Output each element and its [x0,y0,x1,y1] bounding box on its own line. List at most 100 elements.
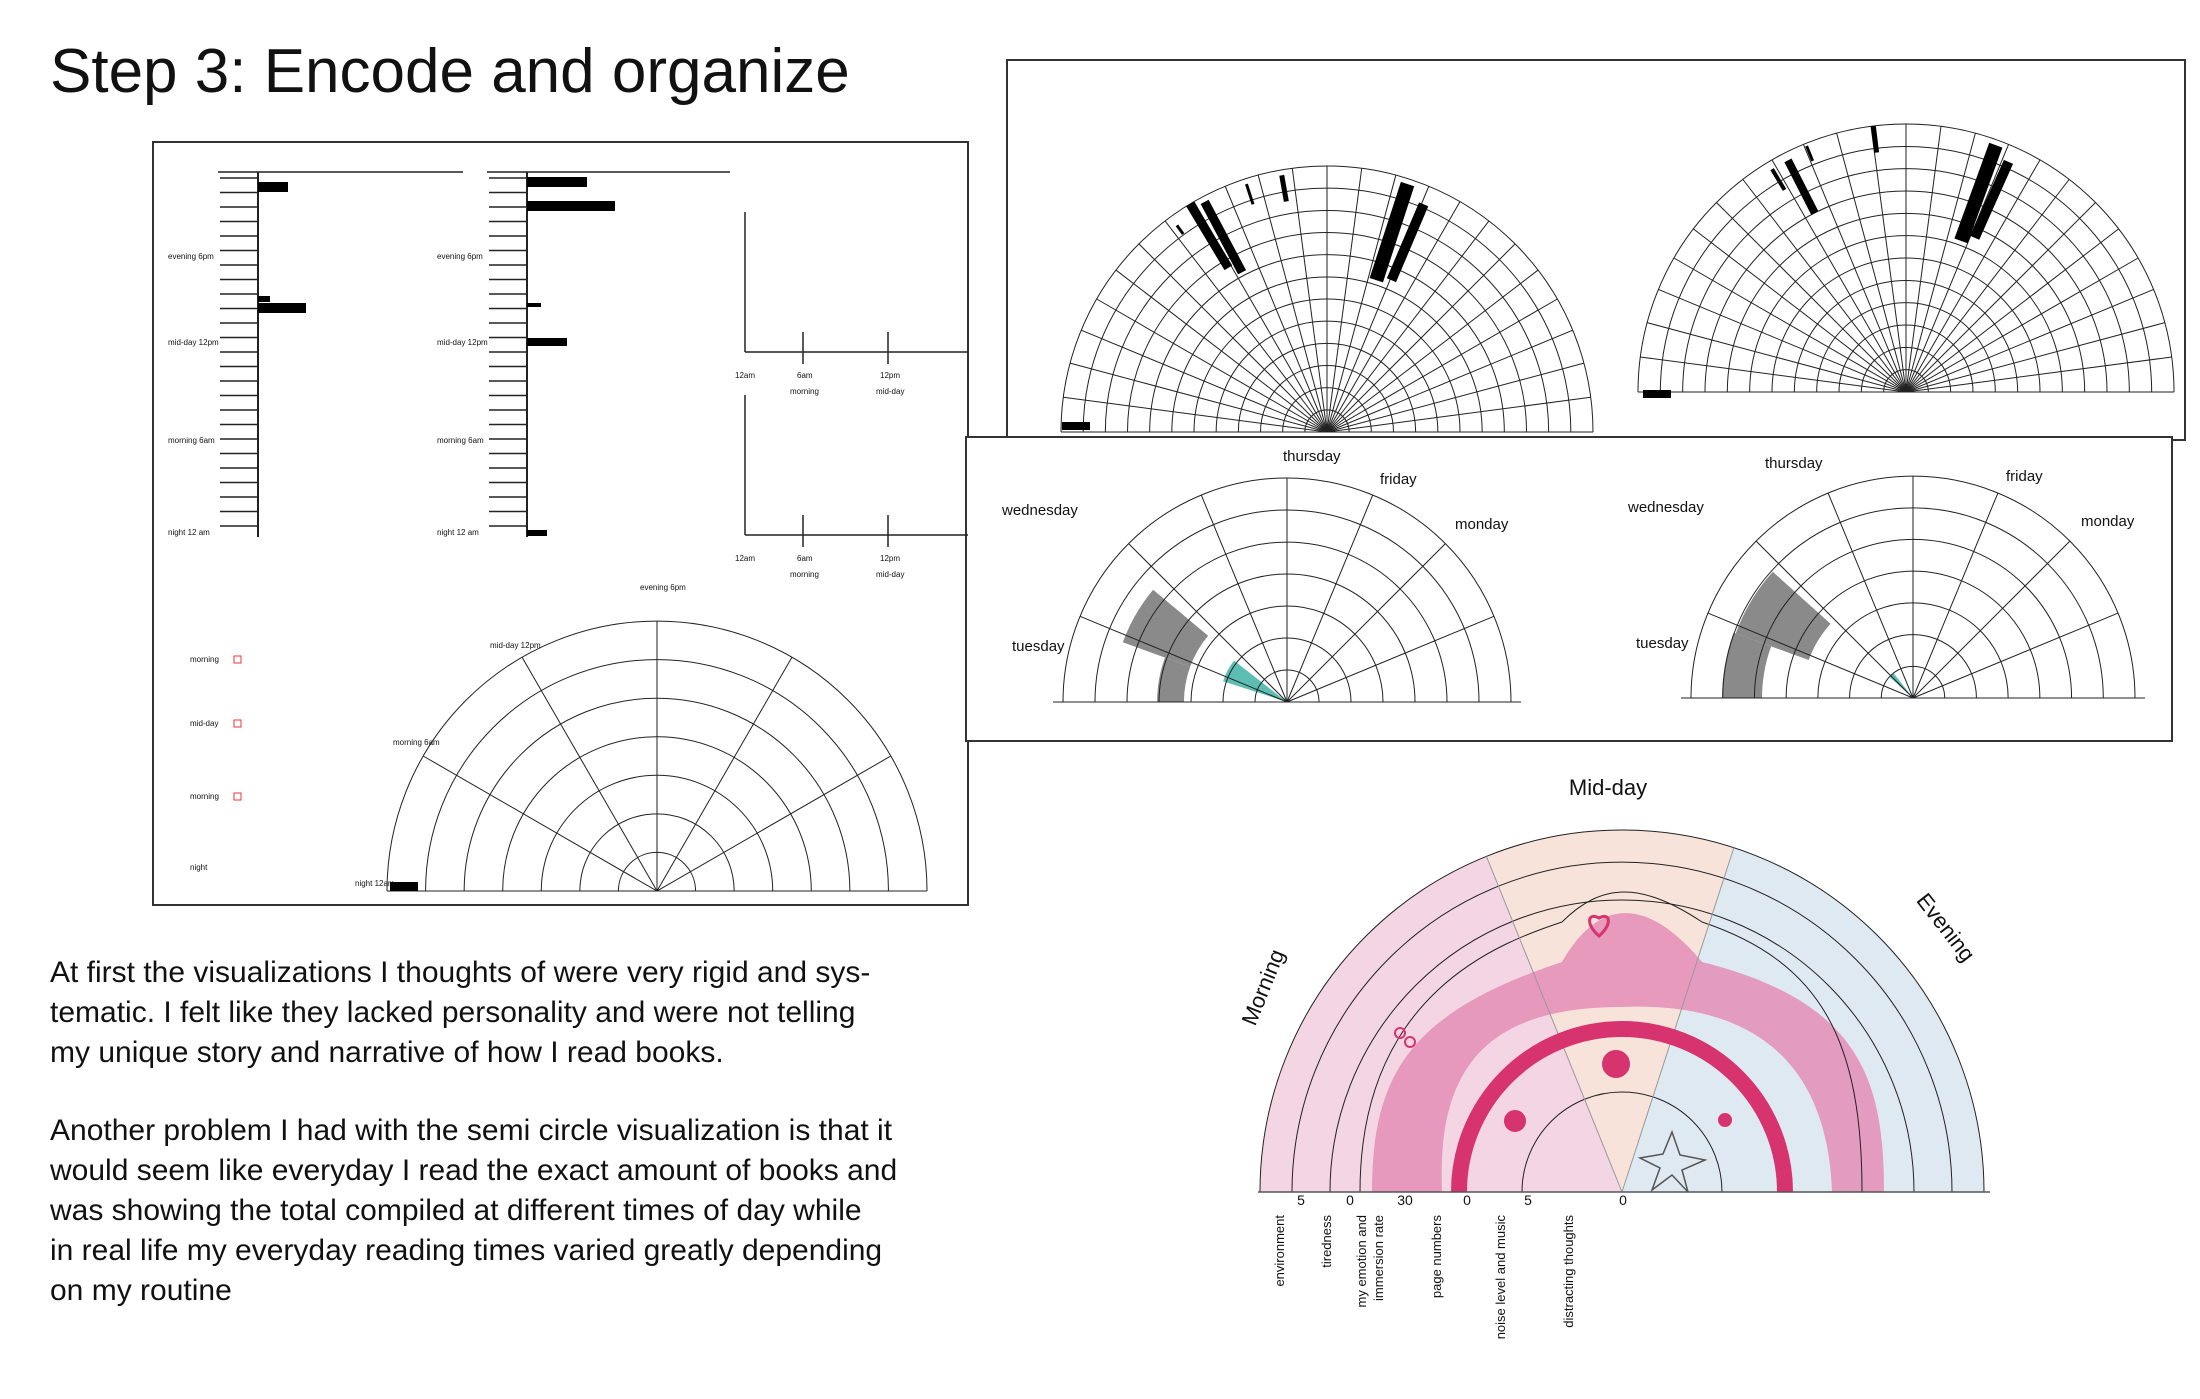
sketch-bar [1954,142,2003,244]
day-label: wednesday [1627,499,1704,516]
semicircles [1060,123,2175,433]
day-label: tuesday [1636,635,1689,652]
dot [1718,1113,1732,1127]
legend-box [233,792,242,801]
day-label: thursday [1765,455,1823,472]
spoke [1827,492,1914,699]
section-label: Evening [1912,888,1981,966]
final-sketch: Mid-day Morning Evening 5 0 30 0 5 0 environment t… [1237,775,1990,1339]
spoke [1079,615,1288,703]
spoke [1836,133,1907,393]
divider [1485,856,1623,1193]
sketch-bar [1770,168,1787,191]
spoke [1912,612,2119,699]
legend-box [233,655,242,664]
spoke [521,656,658,892]
sketch-bar [527,201,615,211]
thick-arc [1451,1021,1793,1193]
day-label: wednesday [1001,502,1078,519]
spoke [1647,322,1907,393]
spoke [1640,356,1907,393]
sketch-bar [258,303,306,313]
section-label: Morning [1237,946,1290,1029]
spoke [1707,612,1914,699]
legend-label: morning [190,792,219,801]
sketch-bar [527,177,587,187]
paragraph-line: tematic. I felt like they lacked persona… [50,996,855,1029]
sketch-bar [1386,202,1429,283]
spoke [1063,396,1328,433]
ring [1521,1091,1723,1193]
spoke [1326,396,1591,433]
spoke [1326,174,1397,433]
semicircle-label: night 12am [355,879,395,888]
sketch-bar [1369,181,1415,283]
time-label: mid-day 12pm [168,338,219,347]
section-label: Mid-day [1569,775,1647,800]
wave-line [1359,891,1863,1193]
spoke [1326,298,1558,433]
dot [1394,1027,1406,1039]
sketch-bar [1805,145,1815,162]
time-label: night 12 am [168,528,210,537]
scale-value: 0 [1346,1192,1354,1208]
spoke [1138,243,1328,433]
paragraph-line: on my routine [50,1274,232,1307]
spoke [1286,615,1495,703]
time-label: mid-day 12pm [437,338,488,347]
sketch-bar [527,303,541,307]
star [1637,1129,1708,1193]
sketch-wedge [1223,660,1287,702]
sketch-bar [258,296,270,302]
dot [1504,1110,1526,1132]
spoke [656,755,892,892]
axis-label: page numbers [1429,1215,1444,1299]
spoke [1326,269,1539,433]
spoke [1115,269,1328,433]
spoke [1771,159,1907,393]
sketch-bar [1970,159,2014,240]
axis-label: 12am [735,371,755,380]
sketch-wedge [1157,657,1191,702]
day-label: monday [1455,516,1509,533]
sketch-bar [1643,390,1671,398]
spoke [1905,144,2010,393]
sketch-bar [1245,183,1255,205]
sketch-panel-1 [152,141,969,906]
semicircle-label: mid-day 12pm [490,641,541,650]
dot [1602,1050,1630,1078]
legend-label: night [190,863,208,872]
semicircle-label: evening 6pm [640,583,686,592]
sketch-1: evening 6pm mid-day 12pm morning 6am night … [168,171,968,892]
sketch-bar [1784,158,1819,215]
spoke [1224,186,1328,433]
spoke [1658,288,1907,393]
spoke [1905,159,2041,393]
scale-value: 5 [1524,1192,1532,1208]
axis-label: mid-day [876,570,904,579]
spoke [1755,540,1914,699]
ring [1329,899,1915,1193]
spoke [1673,257,1907,393]
sketch-panel-2 [1006,59,2186,441]
paragraph-line: At first the visualizations I thoughts o… [50,956,870,989]
axis-label: morning [790,387,819,396]
spoke [1905,356,2172,393]
spoke [1326,243,1516,433]
spoke [1291,168,1328,433]
spoke [1257,174,1328,433]
axis-label: distracting thoughts [1561,1215,1576,1328]
section-midday [1486,830,1734,1192]
spoke [1870,126,1907,393]
spoke [1912,540,2071,699]
spoke [1096,298,1328,433]
axis-label: immersion rate [1371,1215,1386,1301]
sketch-bar [1175,224,1185,235]
spoke [1905,322,2165,393]
sketch-bar [1200,199,1247,275]
spoke [1200,494,1288,703]
day-label: friday [2006,468,2043,485]
spoke [1326,220,1490,433]
